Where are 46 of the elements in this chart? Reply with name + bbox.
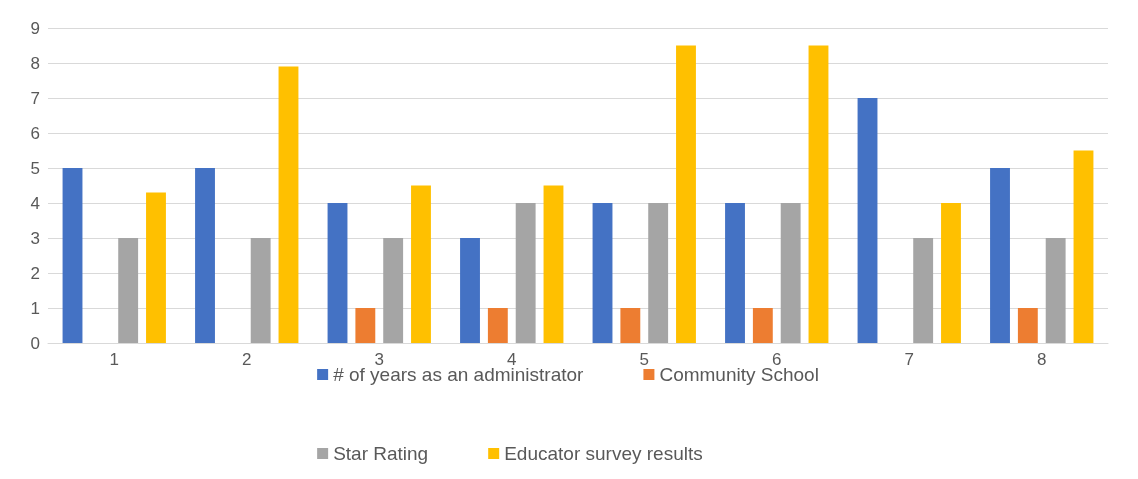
bar <box>460 238 480 343</box>
bar <box>620 308 641 343</box>
bar <box>648 203 669 343</box>
x-tick-label: 7 <box>904 350 914 369</box>
y-tick-label: 1 <box>30 298 40 318</box>
bar <box>780 203 801 343</box>
bar <box>355 308 376 343</box>
bar <box>913 238 934 343</box>
y-tick-label: 9 <box>30 18 40 38</box>
bar <box>1045 238 1066 343</box>
y-tick-label: 3 <box>30 228 40 248</box>
bar <box>752 308 773 343</box>
y-tick-label: 0 <box>30 333 40 353</box>
bar <box>990 168 1010 343</box>
bar <box>411 185 431 343</box>
bar <box>808 45 829 343</box>
bar <box>118 238 139 343</box>
bar <box>543 185 564 343</box>
x-tick-label: 8 <box>1037 350 1047 369</box>
bar <box>676 45 696 343</box>
bar <box>592 203 613 343</box>
bar <box>250 238 271 343</box>
bar <box>195 168 215 343</box>
bar <box>487 308 508 343</box>
bar <box>857 98 878 343</box>
y-tick-label: 7 <box>30 88 40 108</box>
bar <box>515 203 536 343</box>
y-tick-label: 8 <box>30 53 40 73</box>
legend-label: Star Rating <box>333 443 429 464</box>
bar <box>62 168 83 343</box>
y-tick-label: 6 <box>30 123 40 143</box>
bar <box>327 203 348 343</box>
bar <box>725 203 745 343</box>
x-tick-label: 2 <box>242 350 252 369</box>
bar <box>941 203 961 343</box>
y-tick-label: 2 <box>30 263 40 283</box>
bar <box>383 238 404 343</box>
bar <box>146 192 166 343</box>
y-tick-label: 5 <box>30 158 40 178</box>
bar <box>1073 150 1094 343</box>
legend-label: Educator survey results <box>504 443 703 464</box>
x-tick-label: 1 <box>109 350 119 369</box>
bar <box>1017 308 1038 343</box>
y-tick-label: 4 <box>30 193 40 213</box>
x-tick-label: 5 <box>639 350 649 369</box>
bar <box>278 66 299 343</box>
